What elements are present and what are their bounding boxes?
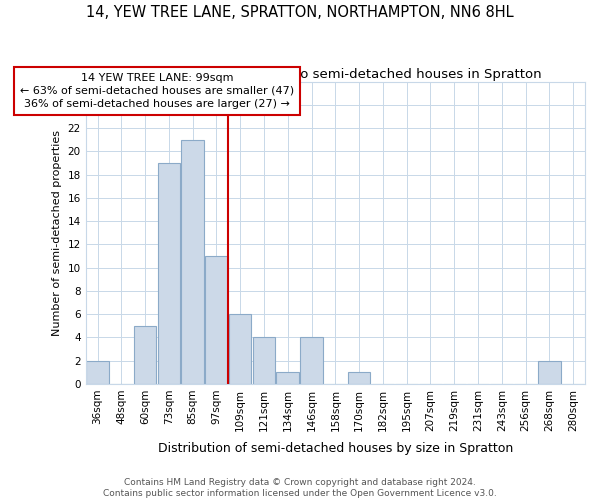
Bar: [134, 326, 157, 384]
Bar: [538, 360, 560, 384]
Y-axis label: Number of semi-detached properties: Number of semi-detached properties: [52, 130, 62, 336]
Bar: [300, 338, 323, 384]
Text: 14, YEW TREE LANE, SPRATTON, NORTHAMPTON, NN6 8HL: 14, YEW TREE LANE, SPRATTON, NORTHAMPTON…: [86, 5, 514, 20]
Bar: [277, 372, 299, 384]
X-axis label: Distribution of semi-detached houses by size in Spratton: Distribution of semi-detached houses by …: [158, 442, 513, 455]
Bar: [86, 360, 109, 384]
Title: Size of property relative to semi-detached houses in Spratton: Size of property relative to semi-detach…: [130, 68, 541, 80]
Text: 14 YEW TREE LANE: 99sqm
← 63% of semi-detached houses are smaller (47)
36% of se: 14 YEW TREE LANE: 99sqm ← 63% of semi-de…: [20, 73, 294, 109]
Bar: [181, 140, 204, 384]
Bar: [348, 372, 370, 384]
Bar: [205, 256, 228, 384]
Bar: [253, 338, 275, 384]
Text: Contains HM Land Registry data © Crown copyright and database right 2024.
Contai: Contains HM Land Registry data © Crown c…: [103, 478, 497, 498]
Bar: [158, 163, 180, 384]
Bar: [229, 314, 251, 384]
